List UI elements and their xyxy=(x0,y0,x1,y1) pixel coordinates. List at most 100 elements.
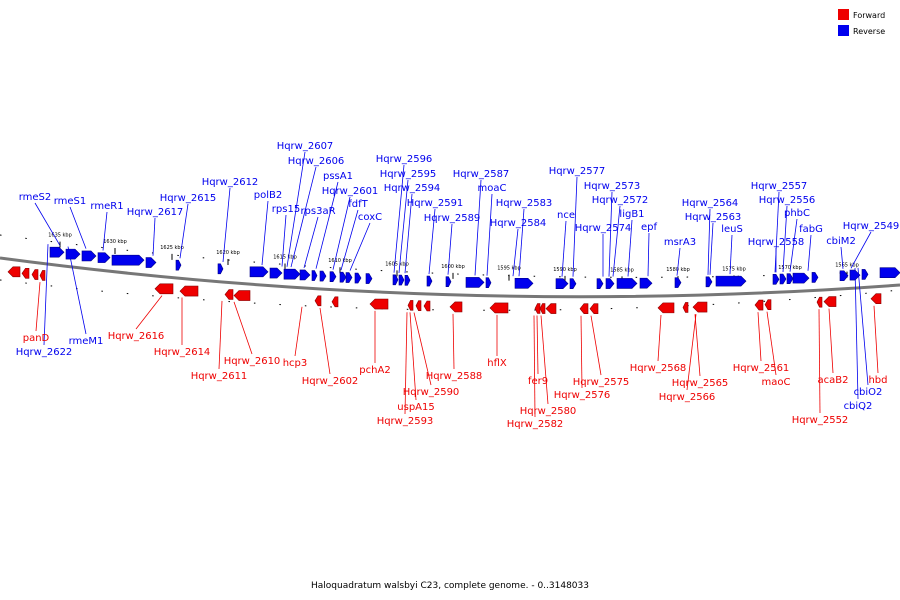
reverse-gene-arrow xyxy=(249,266,269,278)
kbp-tick-label: 1635 kbp xyxy=(48,233,72,239)
gene-label-hqrw-2589: Hqrw_2589 xyxy=(424,213,481,224)
leader-line xyxy=(694,314,701,377)
gene-label-hqrw-2549: Hqrw_2549 xyxy=(843,221,900,232)
kbp-tick-label: 1620 kbp xyxy=(216,250,240,256)
leader-line xyxy=(222,187,231,263)
gene-label-pcha2: pchA2 xyxy=(359,365,390,376)
gene-label-hqrw-2617: Hqrw_2617 xyxy=(127,207,184,218)
forward-gene-arrow xyxy=(7,266,21,278)
reverse-gene-arrow xyxy=(605,278,615,289)
gene-label-hqrw-2607: Hqrw_2607 xyxy=(277,141,334,152)
leader-line xyxy=(218,300,223,370)
gene-label-hcp3: hcp3 xyxy=(283,358,308,369)
gene-label-polb2: polB2 xyxy=(254,190,282,201)
reverse-gene-arrow xyxy=(811,272,819,283)
gene-label-rmer1: rmeR1 xyxy=(90,201,123,212)
gene-label-acab2: acaB2 xyxy=(818,375,849,386)
leader-line xyxy=(303,216,319,269)
forward-gene-arrow xyxy=(870,293,882,304)
gene-label-hqrw-2595: Hqrw_2595 xyxy=(380,169,437,180)
leader-line xyxy=(686,314,697,391)
forward-gene-arrow xyxy=(823,296,837,307)
gene-label-moac: moaC xyxy=(478,183,507,194)
kbp-tick-label: 1565 kbp xyxy=(835,263,859,269)
reverse-gene-arrow xyxy=(269,267,283,279)
reverse-gene-arrow xyxy=(175,259,182,271)
gene-label-hqrw-2602: Hqrw_2602 xyxy=(302,376,359,387)
reverse-gene-arrow xyxy=(217,263,224,275)
gene-label-rps3ar: rps3aR xyxy=(300,206,335,217)
kbp-tick-label: 1600 kbp xyxy=(441,264,465,270)
gene-label-hqrw-2568: Hqrw_2568 xyxy=(630,363,687,374)
leader-line xyxy=(766,311,777,376)
leader-line xyxy=(533,315,536,418)
leader-line xyxy=(290,166,317,268)
gene-label-fabg: fabG xyxy=(799,224,823,235)
map-caption: Haloquadratum walsbyi C23, complete geno… xyxy=(311,581,589,591)
legend: Forward Reverse xyxy=(838,9,885,36)
reverse-gene-arrow xyxy=(596,278,604,289)
leader-line xyxy=(612,205,621,277)
gene-label-hqrw-2584: Hqrw_2584 xyxy=(490,218,547,229)
gene-label-cbim2: cbiM2 xyxy=(826,236,856,247)
gene-label-rps15: rps15 xyxy=(272,204,300,215)
leader-line xyxy=(135,295,163,330)
kbp-tick-label: 1630 kbp xyxy=(103,239,127,245)
reverse-gene-arrow xyxy=(616,278,638,289)
leader-line xyxy=(729,234,733,275)
gene-label-fer9: fer9 xyxy=(528,376,548,387)
leader-line xyxy=(580,315,583,389)
gene-label-hqrw-2572: Hqrw_2572 xyxy=(592,195,649,206)
leader-line xyxy=(349,222,371,271)
reverse-gene-arrow xyxy=(283,268,301,280)
reverse-gene-arrow xyxy=(426,275,433,287)
label-leader-lines xyxy=(34,151,879,418)
gene-label-pssa1: pssA1 xyxy=(323,171,353,182)
reverse-gene-arrow xyxy=(569,278,577,290)
reverse-gene-arrow xyxy=(81,250,97,262)
legend-forward-label: Forward xyxy=(853,11,885,20)
leader-line xyxy=(69,206,87,249)
reverse-gene-arrow xyxy=(339,271,347,283)
gene-label-hqrw-2557: Hqrw_2557 xyxy=(751,181,808,192)
reverse-gene-arrow xyxy=(299,269,311,281)
gene-label-cbiq2: cbiQ2 xyxy=(844,401,873,412)
leader-line xyxy=(536,315,539,375)
gene-label-hqrw-2615: Hqrw_2615 xyxy=(160,193,217,204)
gene-label-hqrw-2594: Hqrw_2594 xyxy=(384,183,441,194)
leader-line xyxy=(428,208,436,275)
leader-line xyxy=(413,312,432,386)
gene-label-hqrw-2590: Hqrw_2590 xyxy=(403,387,460,398)
leader-line xyxy=(294,306,303,357)
reverse-gene-arrow xyxy=(311,270,318,281)
leader-line xyxy=(840,246,844,269)
reverse-gene-arrow xyxy=(392,274,399,286)
leader-line xyxy=(857,267,869,386)
leader-line xyxy=(572,176,578,277)
leader-line xyxy=(561,220,567,277)
kbp-tick-label: 1590 kbp xyxy=(553,267,577,273)
reverse-gene-arrow xyxy=(465,277,485,288)
leader-line xyxy=(340,209,359,271)
forward-gene-arrow xyxy=(449,301,463,313)
reverse-gene-arrow xyxy=(849,269,861,281)
gene-label-msra3: msrA3 xyxy=(664,237,696,248)
legend-reverse-swatch xyxy=(838,25,849,36)
leader-line xyxy=(447,223,453,275)
forward-gene-arrow xyxy=(682,302,689,313)
kbp-tick-label: 1625 kbp xyxy=(160,245,184,251)
forward-gene-arrow xyxy=(545,303,557,314)
reverse-gene-arrow xyxy=(715,275,747,287)
reverse-gene-arrow xyxy=(49,246,65,258)
gene-label-nce: nce xyxy=(557,210,575,221)
leader-line xyxy=(281,214,287,267)
kbp-ticks: 1635 kbp 1630 kbp 1625 kbp 1620 kbp 1615 kbp… xyxy=(48,233,859,283)
gene-label-hqrw-2552: Hqrw_2552 xyxy=(792,415,849,426)
gene-label-hqrw-2622: Hqrw_2622 xyxy=(16,347,73,358)
gene-label-hqrw-2576: Hqrw_2576 xyxy=(554,390,611,401)
forward-gene-arrow xyxy=(314,295,322,307)
leader-line xyxy=(409,312,417,401)
forward-gene-arrow xyxy=(233,290,251,301)
leader-line xyxy=(332,196,351,270)
reverse-gene-arrow xyxy=(319,270,327,282)
